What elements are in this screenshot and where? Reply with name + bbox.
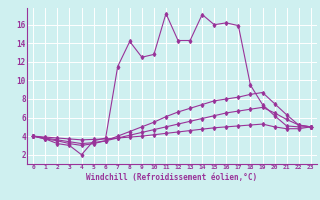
X-axis label: Windchill (Refroidissement éolien,°C): Windchill (Refroidissement éolien,°C): [86, 173, 258, 182]
